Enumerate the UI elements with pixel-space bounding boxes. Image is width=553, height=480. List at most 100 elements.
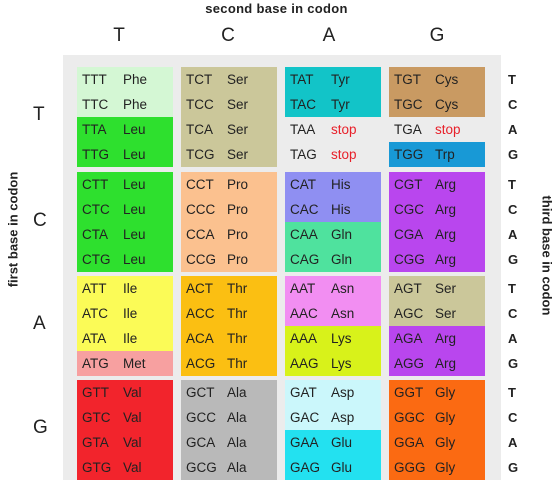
codon-gag: GAG Glu <box>285 455 381 480</box>
amino-acid: Tyr <box>331 72 350 87</box>
codon-triplet: TTC <box>82 97 109 112</box>
third-base-label: C <box>508 97 518 112</box>
amino-acid: Thr <box>227 331 248 346</box>
codon-triplet: TAG <box>290 147 317 162</box>
codon-gaa: GAA Glu <box>285 430 381 455</box>
codon-acc: ACC Thr <box>181 301 277 326</box>
codon-ttg: TTG Leu <box>77 142 173 167</box>
first-base-c: C <box>33 210 47 231</box>
third-base-label: A <box>508 122 518 137</box>
amino-acid: Ala <box>227 385 247 400</box>
amino-acid: Ser <box>227 97 249 112</box>
amino-acid: Leu <box>123 122 146 137</box>
codon-cgg: CGG Arg <box>389 247 485 272</box>
third-base-label: A <box>508 435 518 450</box>
codon-triplet: AGC <box>394 306 424 321</box>
amino-acid: Ile <box>123 306 138 321</box>
codon-triplet: GAC <box>290 410 320 425</box>
amino-acid: Ser <box>435 281 457 296</box>
amino-acid: Gln <box>331 252 353 267</box>
codon-ctt: CTT Leu <box>77 172 173 197</box>
codon-agc: AGC Ser <box>389 301 485 326</box>
codon-aag: AAG Lys <box>285 351 381 376</box>
amino-acid: His <box>331 202 351 217</box>
codon-triplet: TCT <box>186 72 213 87</box>
codon-caa: CAA Gln <box>285 222 381 247</box>
codon-gta: GTA Val <box>77 430 173 455</box>
amino-acid: Phe <box>123 97 148 112</box>
codon-tct: TCT Ser <box>181 67 277 92</box>
third-base-label: G <box>508 356 519 371</box>
codon-triplet: GAG <box>290 460 321 475</box>
codon-triplet: ATC <box>82 306 108 321</box>
codon-triplet: CAG <box>290 252 320 267</box>
codon-triplet: ATA <box>82 331 107 346</box>
codon-cct: CCT Pro <box>181 172 277 197</box>
codon-atg: ATG Met <box>77 351 173 376</box>
codon-tag: TAG stop <box>285 142 381 167</box>
amino-acid: Glu <box>331 460 353 475</box>
third-base-label: C <box>508 410 518 425</box>
codon-triplet: GGG <box>394 460 426 475</box>
codon-tat: TAT Tyr <box>285 67 381 92</box>
amino-acid: Ala <box>227 410 247 425</box>
amino-acid: Gln <box>331 227 353 242</box>
codon-cgc: CGC Arg <box>389 197 485 222</box>
codon-triplet: GGT <box>394 385 424 400</box>
amino-acid: Gly <box>435 435 456 450</box>
amino-acid: Arg <box>435 252 457 267</box>
amino-acid: Asp <box>331 385 355 400</box>
amino-acid: Val <box>123 385 142 400</box>
amino-acid: Arg <box>435 356 457 371</box>
codon-triplet: CCC <box>186 202 216 217</box>
amino-acid: Asn <box>331 306 355 321</box>
amino-acid: Leu <box>123 227 146 242</box>
second-base-a: A <box>322 25 336 46</box>
amino-acid: Val <box>123 460 142 475</box>
codon-cat: CAT His <box>285 172 381 197</box>
amino-acid: Thr <box>227 306 248 321</box>
codon-gga: GGA Gly <box>389 430 485 455</box>
amino-acid: Thr <box>227 356 248 371</box>
codon-ttc: TTC Phe <box>77 92 173 117</box>
first-base-g: G <box>33 417 48 438</box>
codon-triplet: CTA <box>82 227 108 242</box>
second-base-c: C <box>221 25 235 46</box>
third-base-label: T <box>508 385 516 400</box>
codon-agt: AGT Ser <box>389 276 485 301</box>
second-base-t: T <box>113 25 125 46</box>
third-base-label: G <box>508 252 519 267</box>
codon-triplet: CCA <box>186 227 215 242</box>
codon-triplet: TGA <box>394 122 422 137</box>
third-base-label: A <box>508 331 518 346</box>
codon-triplet: CAC <box>290 202 319 217</box>
codon-triplet: GCC <box>186 410 216 425</box>
codon-triplet: TCC <box>186 97 214 112</box>
amino-acid: Ile <box>123 331 138 346</box>
third-base-title: third base in codon <box>539 195 553 316</box>
amino-acid: Arg <box>435 227 457 242</box>
codon-triplet: GAA <box>290 435 319 450</box>
amino-acid: Lys <box>331 356 352 371</box>
amino-acid: Cys <box>435 72 459 87</box>
codon-gtg: GTG Val <box>77 455 173 480</box>
codon-triplet: CGC <box>394 202 424 217</box>
codon-acg: ACG Thr <box>181 351 277 376</box>
amino-acid: Pro <box>227 202 249 217</box>
amino-acid: Leu <box>123 202 146 217</box>
amino-acid: Thr <box>227 281 248 296</box>
first-base-title: first base in codon <box>5 171 21 288</box>
amino-acid: Asp <box>331 410 355 425</box>
codon-triplet: CGT <box>394 177 423 192</box>
amino-acid: Ser <box>227 122 249 137</box>
codon-gct: GCT Ala <box>181 380 277 405</box>
codon-taa: TAA stop <box>285 117 381 142</box>
codon-triplet: TTA <box>82 122 107 137</box>
amino-acid: Gly <box>435 410 456 425</box>
codon-triplet: ATT <box>82 281 107 296</box>
third-base-label: T <box>508 72 516 87</box>
third-base-label: T <box>508 177 516 192</box>
amino-acid: Arg <box>435 331 457 346</box>
codon-triplet: CCT <box>186 177 214 192</box>
codon-triplet: GCG <box>186 460 217 475</box>
